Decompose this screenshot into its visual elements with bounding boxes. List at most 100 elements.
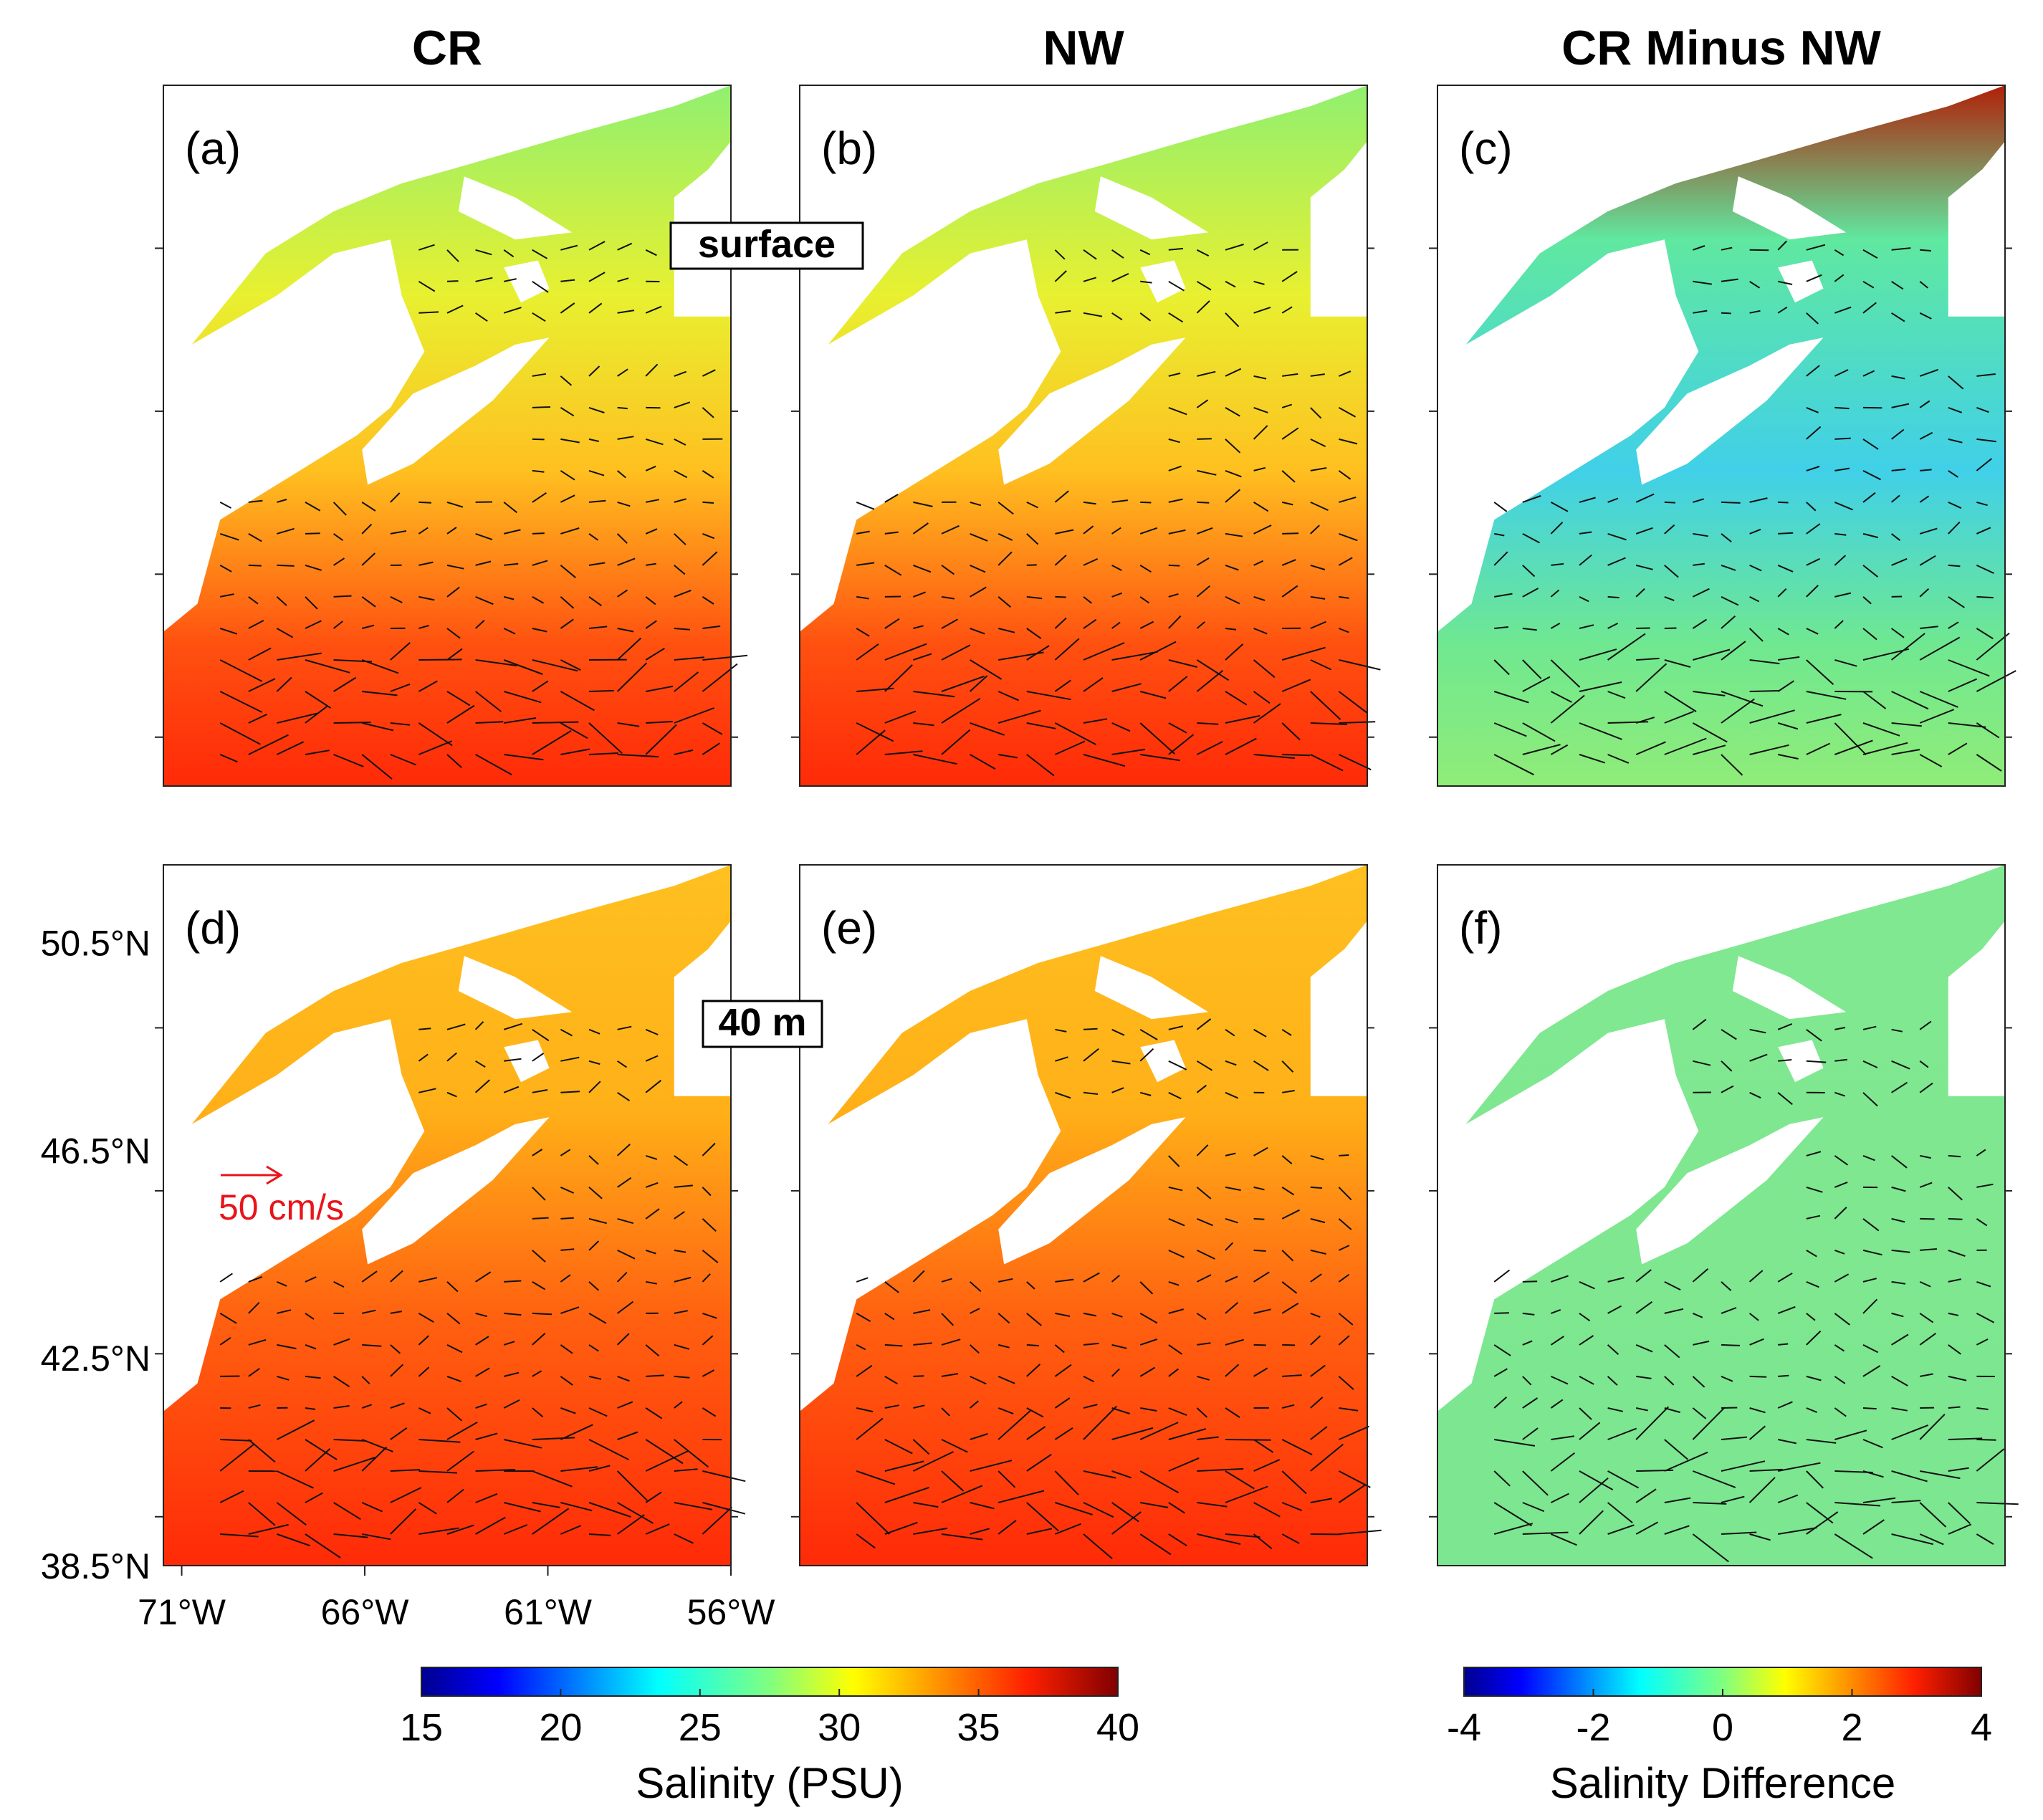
velocity-arrow bbox=[1976, 722, 2000, 739]
velocity-arrow bbox=[884, 1313, 895, 1321]
velocity-arrow bbox=[1749, 280, 1761, 289]
velocity-arrow bbox=[617, 277, 629, 282]
velocity-arrow bbox=[503, 595, 515, 600]
velocity-arrow bbox=[390, 1344, 401, 1354]
velocity-arrow bbox=[645, 305, 662, 314]
velocity-arrow bbox=[1310, 1498, 1332, 1503]
velocity-arrow bbox=[617, 1431, 638, 1440]
velocity-arrow bbox=[532, 406, 551, 408]
velocity-arrow bbox=[1976, 1533, 1994, 1545]
velocity-arrow bbox=[1721, 1460, 1766, 1472]
velocity-arrow bbox=[446, 586, 460, 598]
velocity-arrow bbox=[1253, 703, 1281, 724]
velocity-arrow bbox=[361, 1502, 383, 1513]
velocity-arrow bbox=[856, 562, 875, 566]
velocity-arrow bbox=[1976, 595, 1994, 599]
velocity-arrow bbox=[1635, 741, 1666, 755]
velocity-arrow bbox=[446, 754, 462, 769]
velocity-arrow bbox=[560, 1466, 598, 1472]
velocity-arrow bbox=[1083, 642, 1125, 661]
velocity-arrow bbox=[248, 678, 276, 692]
velocity-arrow bbox=[617, 628, 634, 633]
velocity-arrow bbox=[645, 1055, 659, 1062]
velocity-arrow bbox=[1920, 1373, 1933, 1377]
velocity-arrow bbox=[1635, 663, 1668, 692]
velocity-arrow bbox=[1054, 1470, 1079, 1495]
velocity-arrow bbox=[1891, 628, 1905, 638]
velocity-arrow bbox=[1140, 1502, 1169, 1508]
velocity-arrow bbox=[1253, 1217, 1265, 1220]
velocity-arrow bbox=[1339, 595, 1349, 599]
velocity-arrow bbox=[1493, 1396, 1508, 1409]
velocity-arrow bbox=[1806, 1215, 1821, 1220]
velocity-arrow bbox=[856, 722, 894, 742]
velocity-arrow bbox=[1253, 241, 1268, 251]
velocity-arrow bbox=[884, 1404, 899, 1409]
velocity-arrow bbox=[532, 680, 549, 692]
velocity-arrow bbox=[1196, 280, 1212, 291]
velocity-arrow bbox=[1550, 744, 1569, 755]
velocity-arrow bbox=[361, 552, 375, 566]
velocity-arrow bbox=[884, 664, 913, 692]
velocity-arrow bbox=[305, 620, 322, 629]
velocity-arrow bbox=[1777, 1401, 1793, 1409]
velocity-arrow bbox=[1862, 648, 1910, 661]
velocity-arrow bbox=[997, 1407, 1014, 1415]
velocity-arrow bbox=[1919, 281, 1929, 289]
velocity-arrow bbox=[276, 628, 294, 638]
velocity-arrow bbox=[475, 249, 492, 256]
velocity-arrow bbox=[1721, 1085, 1734, 1093]
velocity-arrow bbox=[1253, 560, 1264, 566]
velocity-arrow bbox=[1834, 1027, 1846, 1030]
velocity-arrow bbox=[674, 749, 694, 755]
velocity-arrow bbox=[913, 1527, 948, 1535]
velocity-arrow bbox=[1777, 306, 1788, 314]
velocity-arrow bbox=[588, 1313, 607, 1324]
velocity-arrow bbox=[941, 1533, 983, 1541]
velocity-arrow bbox=[532, 721, 579, 724]
velocity-arrow bbox=[997, 1409, 1031, 1440]
velocity-arrow bbox=[1225, 407, 1240, 417]
velocity-arrow bbox=[1196, 670, 1224, 692]
velocity-arrow bbox=[1338, 1484, 1366, 1503]
velocity-arrow bbox=[588, 1217, 607, 1225]
velocity-arrow bbox=[503, 307, 522, 314]
velocity-arrow bbox=[1140, 754, 1180, 762]
velocity-arrow bbox=[674, 1310, 688, 1314]
velocity-arrow bbox=[1579, 1470, 1614, 1490]
velocity-arrow bbox=[1310, 407, 1322, 419]
velocity-arrow bbox=[1196, 1313, 1207, 1321]
velocity-arrow bbox=[1919, 555, 1936, 566]
velocity-arrow bbox=[1493, 722, 1527, 737]
velocity-arrow bbox=[1692, 618, 1708, 629]
velocity-arrow bbox=[969, 1281, 982, 1293]
panel-c bbox=[1429, 85, 2016, 787]
velocity-arrow bbox=[560, 565, 576, 578]
velocity-arrow bbox=[1749, 1533, 1771, 1541]
velocity-arrow bbox=[617, 501, 631, 507]
velocity-arrow bbox=[333, 1405, 350, 1409]
velocity-arrow bbox=[970, 1375, 987, 1385]
velocity-arrow bbox=[1919, 691, 1958, 708]
velocity-arrow bbox=[1253, 1028, 1267, 1038]
velocity-arrow bbox=[997, 1520, 1017, 1535]
velocity-arrow bbox=[617, 1060, 628, 1068]
velocity-arrow bbox=[1891, 1081, 1908, 1093]
velocity-arrow bbox=[1310, 1154, 1324, 1161]
velocity-arrow bbox=[1777, 1022, 1793, 1030]
velocity-arrow bbox=[1891, 1533, 1934, 1546]
velocity-arrow bbox=[674, 1155, 688, 1167]
velocity-arrow bbox=[1111, 565, 1122, 571]
velocity-arrow bbox=[1196, 1144, 1209, 1156]
velocity-arrow bbox=[219, 1273, 233, 1283]
velocity-arrow bbox=[1692, 1407, 1726, 1440]
velocity-arrow bbox=[1550, 1399, 1564, 1409]
velocity-arrow bbox=[1140, 280, 1152, 284]
velocity-arrow bbox=[532, 532, 545, 535]
velocity-arrow bbox=[503, 1502, 541, 1513]
velocity-arrow bbox=[219, 1443, 255, 1472]
velocity-arrow bbox=[1026, 645, 1050, 661]
velocity-arrow bbox=[248, 713, 268, 724]
velocity-arrow bbox=[361, 1309, 376, 1314]
velocity-arrow bbox=[588, 1465, 611, 1472]
